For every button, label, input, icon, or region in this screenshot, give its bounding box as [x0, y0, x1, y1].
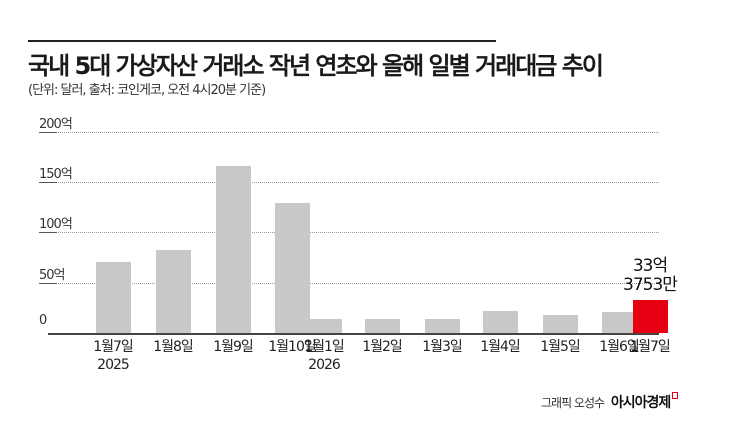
bar-7	[483, 311, 518, 333]
y-tick-150: 150억	[39, 167, 73, 182]
x-label-8: 1월5일	[530, 338, 590, 356]
x-label-2: 1월9일	[203, 338, 263, 356]
chart-title: 국내 5대 가상자산 거래소 작년 연초와 올해 일별 거래대금 추이	[28, 52, 604, 80]
x-label-6: 1월3일	[412, 338, 472, 356]
value-annotation: 33억 3753만	[610, 257, 690, 295]
x-label-day: 1월10일	[268, 339, 316, 355]
y-tick-100: 100억	[39, 217, 73, 232]
bar-4	[307, 319, 342, 333]
bar-3	[275, 203, 310, 333]
tick-mark	[39, 232, 57, 233]
bar-8	[543, 315, 578, 333]
tick-mark	[39, 283, 57, 284]
credit: 그래픽 오성수 아시아경제	[541, 392, 679, 412]
y-tick-200: 200억	[39, 117, 73, 132]
x-label-7: 1월4일	[470, 338, 530, 356]
x-label-day: 1월7일	[630, 339, 671, 355]
gridline-100	[39, 232, 659, 233]
bar-6	[425, 319, 460, 333]
x-label-day: 1월3일	[422, 339, 463, 355]
gridline-200	[39, 132, 659, 133]
x-label-year: 2025	[97, 357, 130, 373]
bar-1	[156, 250, 191, 333]
bar-9	[602, 312, 637, 333]
annotation-line-1: 33억	[632, 256, 668, 276]
brand-flag-icon	[672, 392, 679, 399]
x-label-3: 1월10일	[262, 338, 322, 356]
x-label-1: 1월8일	[143, 338, 203, 356]
bar-5	[365, 319, 400, 333]
x-label-day: 1월4일	[480, 339, 521, 355]
x-axis-baseline	[48, 333, 659, 335]
annotation-line-2: 3753만	[623, 275, 678, 295]
chart-subtitle: (단위: 달러, 출처: 코인게코, 오전 4시20분 기준)	[28, 83, 266, 98]
gridline-150	[39, 182, 659, 183]
x-label-day: 1월7일	[93, 339, 134, 355]
brand-logo: 아시아경제	[610, 395, 671, 411]
x-label-day: 1월8일	[153, 339, 194, 355]
x-label-day: 1월1일	[304, 339, 345, 355]
x-label-day: 1월5일	[540, 339, 581, 355]
x-label-0: 1월7일 2025	[83, 338, 143, 374]
tick-mark	[39, 132, 57, 133]
bar-0	[96, 262, 131, 333]
x-label-5: 1월2일	[352, 338, 412, 356]
x-label-day: 1월2일	[362, 339, 403, 355]
credit-author: 그래픽 오성수	[541, 396, 605, 410]
x-label-year: 2026	[308, 357, 341, 373]
tick-mark	[39, 182, 57, 183]
bar-2	[216, 166, 251, 333]
x-label-10: 1월7일	[620, 338, 680, 356]
x-label-4: 1월1일 2026	[294, 338, 354, 374]
gridline-50	[39, 283, 659, 284]
bar-10	[633, 300, 668, 333]
title-rule	[28, 40, 496, 42]
x-label-day: 1월9일	[213, 339, 254, 355]
x-label-day: 1월6일	[599, 339, 640, 355]
x-label-9: 1월6일	[589, 338, 649, 356]
y-tick-50: 50억	[39, 268, 65, 283]
y-tick-0: 0	[39, 313, 47, 328]
